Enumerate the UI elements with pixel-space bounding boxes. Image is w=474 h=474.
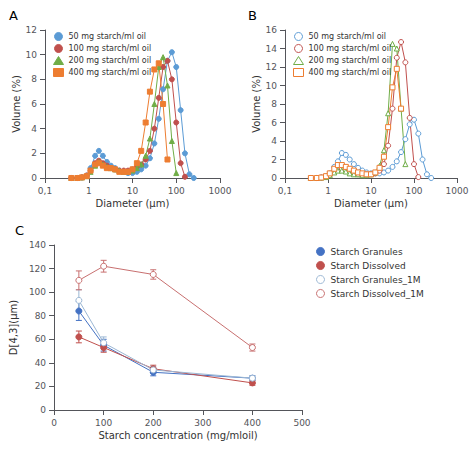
svg-text:200 mg starch/ml oil: 200 mg starch/ml oil (309, 56, 392, 65)
svg-text:300: 300 (194, 418, 211, 428)
svg-text:100 mg starch/ml oil: 100 mg starch/ml oil (69, 44, 152, 53)
svg-text:10: 10 (266, 81, 278, 91)
svg-text:60: 60 (35, 334, 47, 344)
svg-text:A: A (9, 8, 18, 23)
svg-text:500: 500 (293, 418, 310, 428)
svg-text:12: 12 (266, 62, 277, 72)
svg-text:8: 8 (271, 99, 277, 109)
svg-text:1: 1 (86, 186, 92, 196)
svg-text:0: 0 (40, 405, 46, 415)
svg-text:120: 120 (29, 264, 46, 274)
svg-text:D[4,3](μm): D[4,3](μm) (8, 300, 19, 355)
svg-text:Volume (%): Volume (%) (251, 75, 262, 133)
svg-text:10: 10 (26, 50, 38, 60)
svg-text:400: 400 (244, 418, 261, 428)
svg-text:140: 140 (29, 240, 46, 250)
svg-text:Starch Dissolved_1M: Starch Dissolved_1M (331, 289, 424, 299)
svg-text:6: 6 (271, 118, 277, 128)
svg-text:20: 20 (35, 381, 47, 391)
svg-text:10: 10 (127, 186, 139, 196)
svg-text:8: 8 (31, 74, 37, 84)
svg-text:2: 2 (271, 155, 277, 165)
svg-text:1: 1 (325, 186, 331, 196)
svg-text:Starch Dissolved: Starch Dissolved (331, 261, 406, 271)
svg-text:4: 4 (31, 124, 37, 134)
svg-text:10: 10 (365, 186, 377, 196)
svg-text:Diameter (μm): Diameter (μm) (334, 198, 408, 209)
svg-text:1000: 1000 (209, 186, 232, 196)
svg-text:0,1: 0,1 (38, 186, 52, 196)
svg-text:14: 14 (266, 44, 278, 54)
svg-text:0: 0 (51, 418, 57, 428)
svg-text:2: 2 (31, 148, 37, 158)
svg-text:0,1: 0,1 (278, 186, 292, 196)
svg-text:Starch Granules_1M: Starch Granules_1M (331, 275, 421, 285)
svg-text:Starch Granules: Starch Granules (331, 247, 403, 257)
svg-text:100 mg starch/ml oil: 100 mg starch/ml oil (309, 44, 392, 53)
svg-text:4: 4 (271, 136, 277, 146)
svg-text:B: B (248, 8, 257, 23)
svg-text:200 mg starch/ml oil: 200 mg starch/ml oil (69, 56, 152, 65)
svg-text:16: 16 (266, 25, 278, 35)
svg-text:C: C (15, 223, 24, 238)
svg-text:0: 0 (271, 173, 277, 183)
svg-text:100: 100 (168, 186, 185, 196)
svg-text:1000: 1000 (446, 186, 469, 196)
svg-text:400 mg starch/ml oil: 400 mg starch/ml oil (69, 68, 152, 77)
svg-text:50 mg starch/ml oil: 50 mg starch/ml oil (309, 32, 387, 41)
svg-text:100: 100 (95, 418, 112, 428)
svg-text:0: 0 (31, 173, 37, 183)
svg-text:100: 100 (405, 186, 422, 196)
svg-text:Volume (%): Volume (%) (11, 75, 22, 133)
svg-text:40: 40 (35, 358, 47, 368)
svg-text:Diameter (μm): Diameter (μm) (96, 198, 170, 209)
svg-text:80: 80 (35, 311, 47, 321)
svg-text:Starch concentration (mg/mloil: Starch concentration (mg/mloil) (98, 430, 257, 441)
svg-text:200: 200 (145, 418, 162, 428)
svg-text:12: 12 (26, 25, 37, 35)
svg-text:100: 100 (29, 287, 46, 297)
svg-text:400 mg starch/ml oil: 400 mg starch/ml oil (309, 68, 392, 77)
svg-text:50 mg starch/ml oil: 50 mg starch/ml oil (69, 32, 147, 41)
svg-text:6: 6 (31, 99, 37, 109)
